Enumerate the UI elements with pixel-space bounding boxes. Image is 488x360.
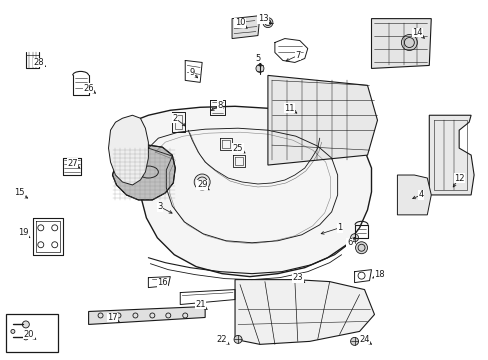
- Circle shape: [23, 335, 28, 340]
- Bar: [6, 315, 58, 352]
- Polygon shape: [235, 280, 374, 345]
- Text: 10: 10: [234, 18, 245, 27]
- Circle shape: [263, 18, 272, 28]
- Text: 9: 9: [189, 68, 194, 77]
- Circle shape: [52, 225, 58, 231]
- Circle shape: [255, 64, 264, 72]
- Text: 4: 4: [418, 190, 423, 199]
- Text: 28: 28: [33, 58, 44, 67]
- Polygon shape: [267, 75, 377, 165]
- Circle shape: [22, 321, 29, 328]
- Circle shape: [234, 336, 242, 343]
- Text: 20: 20: [23, 330, 34, 339]
- Circle shape: [350, 337, 358, 345]
- Text: 2: 2: [172, 114, 178, 123]
- Text: 27: 27: [67, 158, 78, 167]
- Text: 13: 13: [257, 14, 268, 23]
- Text: 6: 6: [346, 238, 351, 247]
- Text: 8: 8: [217, 101, 223, 110]
- Text: 19: 19: [18, 228, 28, 237]
- Circle shape: [194, 174, 210, 190]
- Circle shape: [52, 242, 58, 248]
- Polygon shape: [428, 115, 473, 195]
- Polygon shape: [371, 19, 430, 68]
- Text: 14: 14: [411, 28, 422, 37]
- Circle shape: [38, 242, 44, 248]
- Polygon shape: [232, 15, 260, 39]
- Text: 21: 21: [195, 300, 205, 309]
- Text: 7: 7: [294, 51, 300, 60]
- Text: 29: 29: [197, 180, 207, 189]
- Text: 17: 17: [107, 313, 118, 322]
- Text: 12: 12: [453, 174, 464, 183]
- Polygon shape: [112, 145, 175, 200]
- Circle shape: [38, 225, 44, 231]
- Text: 15: 15: [14, 188, 24, 197]
- Circle shape: [11, 329, 15, 333]
- Circle shape: [401, 35, 416, 50]
- Polygon shape: [397, 175, 430, 215]
- Text: 16: 16: [157, 278, 167, 287]
- Text: 25: 25: [232, 144, 243, 153]
- Text: 24: 24: [359, 335, 369, 344]
- Text: 3: 3: [157, 202, 163, 211]
- Polygon shape: [108, 115, 148, 185]
- Circle shape: [350, 234, 358, 242]
- Polygon shape: [88, 306, 205, 324]
- Text: 11: 11: [284, 104, 294, 113]
- Text: 18: 18: [373, 270, 384, 279]
- Text: 23: 23: [292, 273, 303, 282]
- Text: 5: 5: [255, 54, 260, 63]
- Text: 26: 26: [83, 84, 94, 93]
- Polygon shape: [112, 106, 371, 276]
- Circle shape: [355, 242, 367, 254]
- Text: 22: 22: [216, 335, 227, 344]
- Text: 1: 1: [336, 223, 342, 232]
